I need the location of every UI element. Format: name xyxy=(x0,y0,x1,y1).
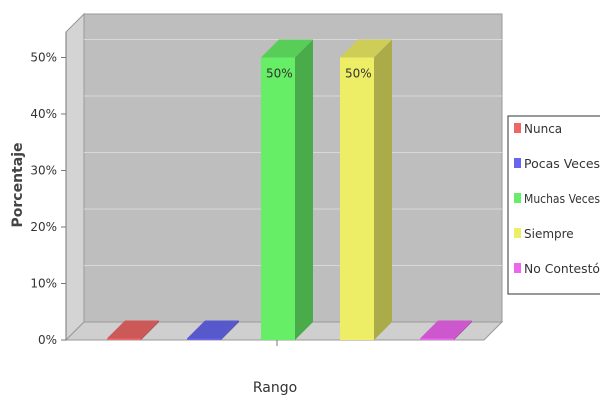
x-axis-title: Rango xyxy=(253,380,297,396)
bar-side xyxy=(141,320,159,340)
bar-front xyxy=(107,338,141,340)
data-label: 50% xyxy=(266,67,293,81)
legend-label: Pocas Veces xyxy=(524,157,600,171)
y-tick-label: 20% xyxy=(30,220,57,234)
legend: Nunca Pocas Veces Muchas Veces Siempre No Co… xyxy=(514,122,600,276)
legend-swatch xyxy=(514,123,521,133)
bar-front xyxy=(187,338,221,340)
bar-side xyxy=(221,320,239,340)
legend-swatch xyxy=(514,193,521,203)
legend-box xyxy=(507,115,600,295)
y-axis-title: Porcentaje xyxy=(10,143,26,228)
legend-swatch xyxy=(514,158,521,168)
y-tick-label: 0% xyxy=(38,333,57,347)
bar-siempre: 50% xyxy=(340,39,392,340)
bar-pocas-veces xyxy=(187,320,239,340)
legend-swatch xyxy=(514,228,521,238)
bars: 50% 50% xyxy=(107,39,472,340)
bar-nunca xyxy=(107,320,159,340)
bar-muchas-veces: 50% xyxy=(261,39,313,340)
bar-top xyxy=(261,39,313,58)
y-tick-label: 50% xyxy=(30,51,57,65)
y-tick-label: 40% xyxy=(30,107,57,121)
data-label: 50% xyxy=(345,67,372,81)
legend-label: Nunca xyxy=(524,122,562,136)
bar-top xyxy=(187,320,239,339)
bar-front xyxy=(340,57,374,340)
y-tick-label: 10% xyxy=(30,277,57,291)
bar-no-contest- xyxy=(420,320,472,340)
legend-swatch xyxy=(514,263,521,273)
bar-top xyxy=(340,39,392,58)
bar-top xyxy=(107,320,159,339)
bar-side xyxy=(454,320,472,340)
legend-label: No Contestó xyxy=(524,262,600,276)
legend-label: Muchas Veces xyxy=(524,192,600,206)
bar-side xyxy=(374,39,392,340)
y-tick-label: 30% xyxy=(30,164,57,178)
legend-label: Siempre xyxy=(524,227,574,241)
bar-side xyxy=(295,39,313,340)
bar-front xyxy=(261,57,295,340)
plot-left-wall xyxy=(65,12,85,342)
bar-front xyxy=(420,338,454,340)
bar-top xyxy=(420,320,472,339)
y-ticks: 0% 10% 20% 30% 40% 50% xyxy=(30,51,66,347)
